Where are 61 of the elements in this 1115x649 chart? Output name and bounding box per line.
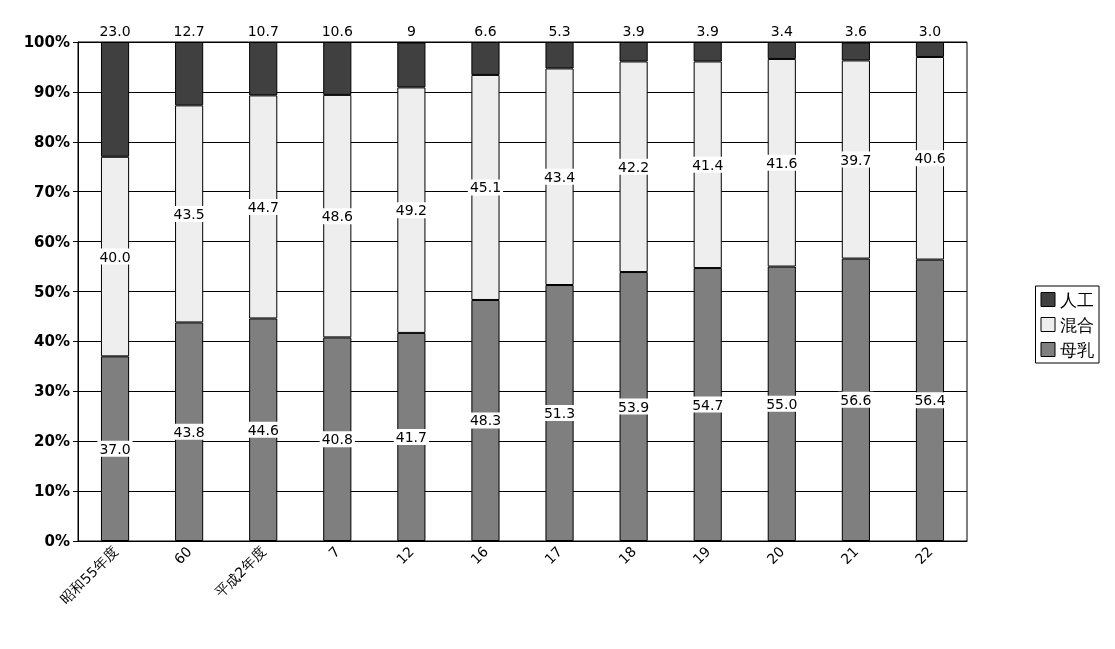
data-label: 40.0 xyxy=(99,248,131,265)
y-tick-label: 20% xyxy=(34,432,70,451)
y-tick-label: 10% xyxy=(34,482,70,501)
data-label: 49.2 xyxy=(395,202,427,219)
x-tick-label: 20 xyxy=(763,543,788,568)
data-label: 5.3 xyxy=(548,23,571,39)
data-label: 45.1 xyxy=(469,179,502,196)
x-tick-label: 18 xyxy=(615,543,640,568)
legend-label: 人工 xyxy=(1060,289,1094,310)
y-tick-label: 60% xyxy=(34,232,70,251)
data-label: 43.8 xyxy=(173,423,205,440)
x-tick-label: 21 xyxy=(837,543,862,568)
data-label: 51.3 xyxy=(543,405,576,422)
x-tick-label: 19 xyxy=(689,543,714,568)
x-tick-label: 17 xyxy=(541,543,566,568)
x-tick-label: 7 xyxy=(325,543,343,561)
legend-label: 母乳 xyxy=(1060,339,1094,360)
data-label: 53.9 xyxy=(618,398,650,415)
data-label: 55.0 xyxy=(766,395,798,412)
data-label: 12.7 xyxy=(173,23,205,39)
data-label: 3.9 xyxy=(622,23,645,39)
data-label: 40.6 xyxy=(914,150,946,167)
data-label: 44.7 xyxy=(247,198,279,215)
y-tick-label: 0% xyxy=(44,532,70,550)
y-tick-label: 30% xyxy=(34,382,70,401)
x-tick-label: 60 xyxy=(170,543,195,568)
data-label: 3.9 xyxy=(696,23,719,39)
data-label: 10.6 xyxy=(321,23,353,39)
data-label: 48.6 xyxy=(321,208,353,225)
legend-label: 混合 xyxy=(1060,314,1094,335)
data-label: 42.2 xyxy=(618,158,650,175)
data-label: 41.7 xyxy=(395,428,427,445)
data-label: 43.4 xyxy=(543,168,576,185)
data-label: 6.6 xyxy=(474,23,497,39)
x-tick-label: 12 xyxy=(393,543,418,568)
x-tick-label: 平成2年度 xyxy=(211,543,269,601)
y-tick-label: 100% xyxy=(23,33,70,51)
data-label: 39.7 xyxy=(840,151,872,168)
data-label: 37.0 xyxy=(99,440,131,457)
y-tick-label: 90% xyxy=(34,82,70,101)
data-label: 3.6 xyxy=(844,23,868,40)
data-label: 41.6 xyxy=(766,154,798,171)
data-label: 56.4 xyxy=(914,392,946,409)
data-label: 10.7 xyxy=(247,23,279,39)
data-label: 40.8 xyxy=(321,431,353,448)
data-label: 23.0 xyxy=(99,23,131,39)
data-label: 3.0 xyxy=(918,23,942,39)
y-tick-label: 40% xyxy=(34,332,70,351)
data-label: 54.7 xyxy=(692,396,724,413)
x-tick-label: 16 xyxy=(467,543,492,568)
data-label: 44.6 xyxy=(247,421,279,438)
y-tick-label: 50% xyxy=(34,282,70,301)
y-tick-label: 70% xyxy=(34,182,70,201)
data-label: 9 xyxy=(406,23,416,40)
data-label: 48.3 xyxy=(469,412,502,429)
data-label: 43.5 xyxy=(173,205,205,222)
data-label: 3.4 xyxy=(770,23,794,39)
data-label: 56.6 xyxy=(840,391,872,408)
data-label: 41.4 xyxy=(692,156,724,173)
y-tick-label: 80% xyxy=(34,132,70,151)
x-tick-label: 22 xyxy=(911,543,936,568)
